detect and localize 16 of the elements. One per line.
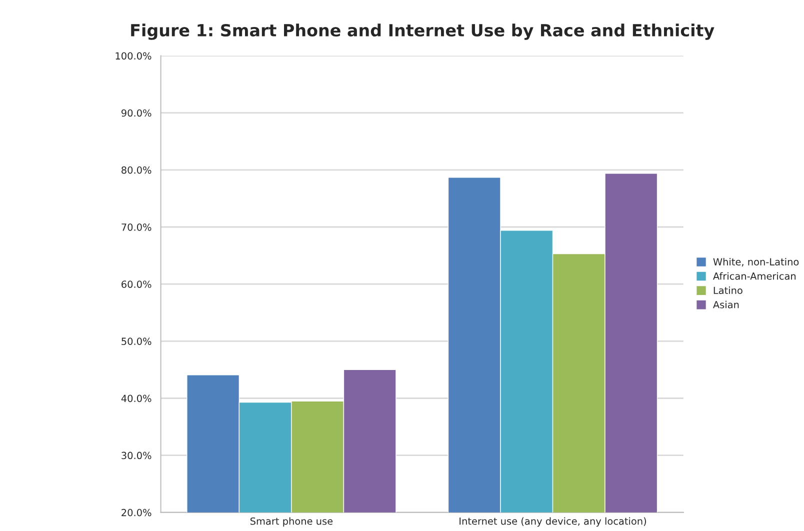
y-tick-label: 20.0%	[122, 508, 152, 516]
x-tick-label: Smart phone use	[250, 517, 333, 527]
y-tick-label: 80.0%	[122, 166, 152, 174]
legend-label: African-American	[713, 272, 796, 280]
y-tick-label: 60.0%	[122, 280, 152, 288]
y-tick-label: 40.0%	[121, 394, 152, 402]
legend-label: Asian	[713, 300, 739, 308]
legend-label: Latino	[714, 286, 742, 294]
chart-title: Figure 1: Smart Phone and Internet Use by Race and Ethnicity	[131, 24, 714, 40]
legend-label: White, non-Latino	[713, 258, 799, 266]
y-tick-label: 70.0%	[122, 223, 152, 231]
x-tick-label: Internet use (any device, any location)	[460, 517, 646, 527]
y-tick-label: 90.0%	[122, 109, 152, 117]
y-tick-label: 50.0%	[122, 338, 152, 345]
y-tick-label: 30.0%	[122, 452, 152, 460]
y-tick-label: 100.0%	[116, 52, 152, 60]
